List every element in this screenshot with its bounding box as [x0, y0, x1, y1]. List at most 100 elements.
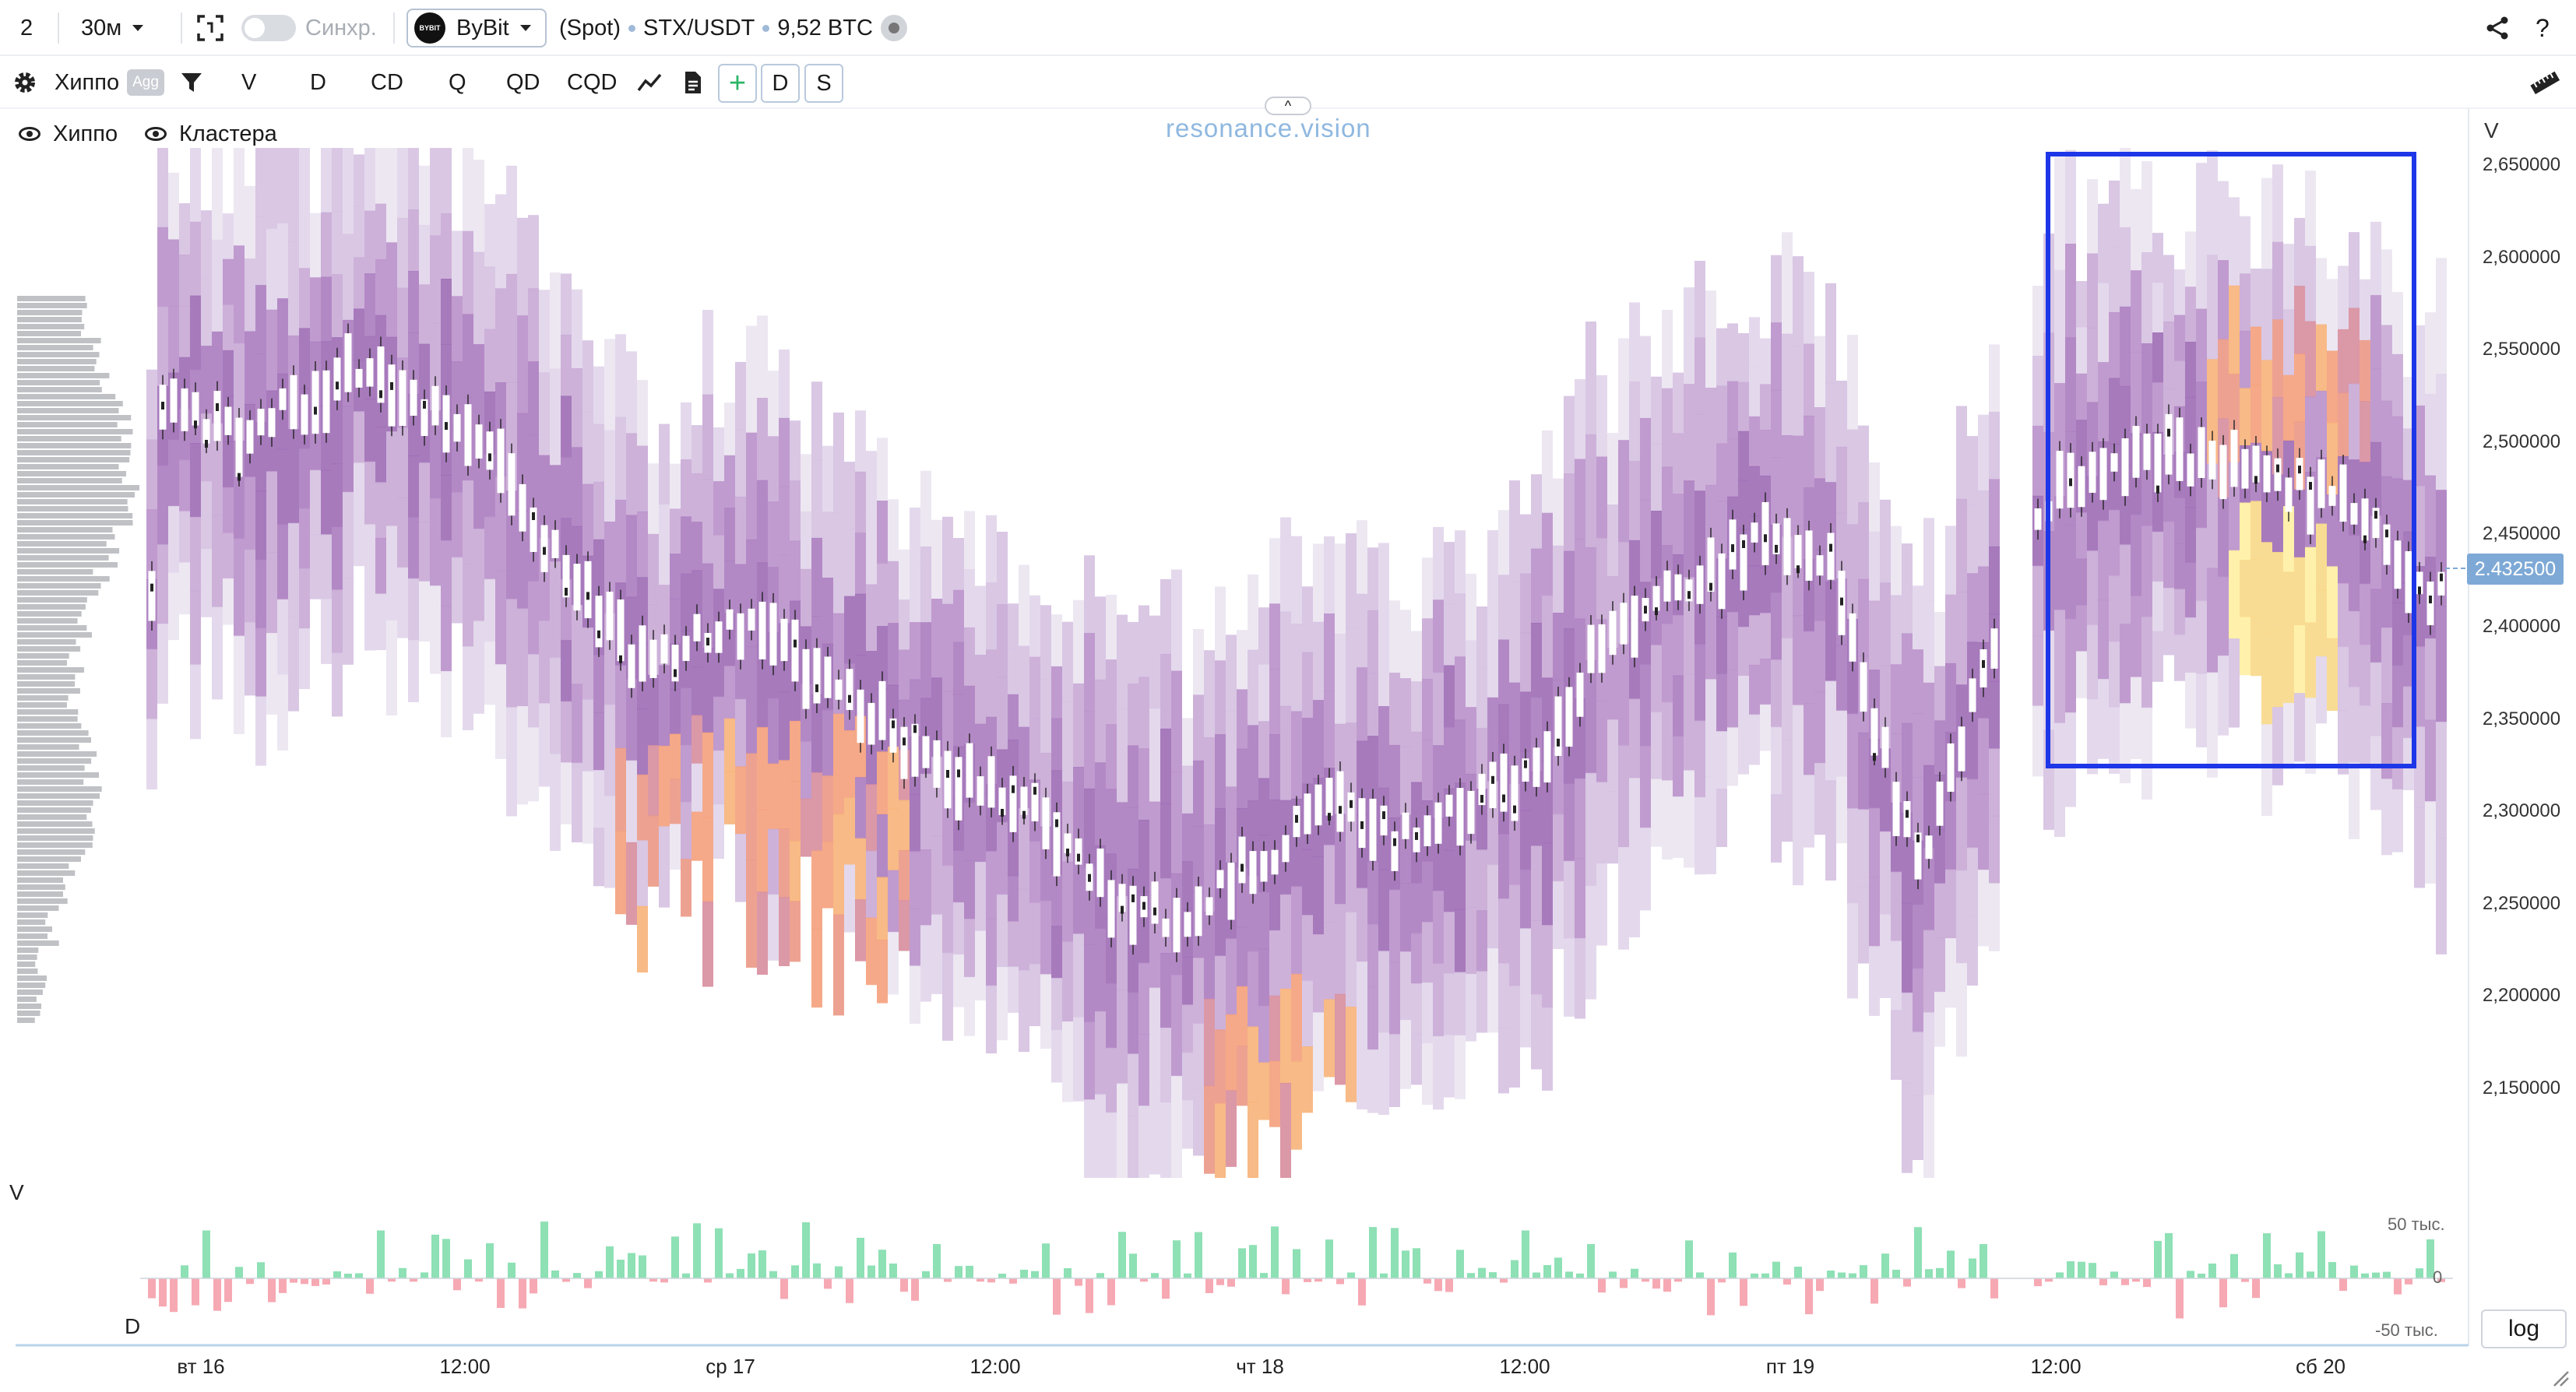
heatmap-cell — [1476, 971, 1487, 1033]
heatmap-cell — [484, 329, 495, 392]
heatmap-cell — [397, 357, 408, 429]
candle-body — [1892, 782, 1900, 837]
help-button[interactable]: ? — [2536, 0, 2550, 56]
heatmap-cell — [441, 279, 452, 345]
heatmap-cell — [888, 499, 899, 562]
ruler-button[interactable] — [2529, 56, 2560, 109]
heatmap-cell — [1149, 615, 1160, 710]
filter-button[interactable] — [181, 56, 202, 109]
volume-bar-sell — [704, 1278, 712, 1283]
heatmap-cell — [1182, 813, 1193, 863]
agg-badge[interactable]: Agg — [127, 69, 164, 96]
heatmap-cell — [1640, 663, 1651, 747]
add-indicator-button[interactable]: + — [718, 64, 757, 103]
candle-marker — [1142, 902, 1145, 910]
candle-body — [639, 625, 646, 682]
sync-switch[interactable] — [241, 15, 296, 41]
heatmap-cell — [419, 402, 430, 464]
candle-body — [235, 417, 243, 477]
sync-toggle[interactable]: Синхр. — [241, 0, 377, 56]
heatmap-cell — [2425, 312, 2436, 395]
candle-body — [1325, 778, 1333, 816]
volume-bar-sell — [2405, 1278, 2412, 1285]
heatmap-cell — [1934, 720, 1945, 776]
heatmap-cell — [157, 148, 168, 228]
heatmap-cell — [648, 674, 659, 747]
heatmap-cell — [1215, 660, 1226, 736]
volume-bar-buy — [2208, 1264, 2216, 1278]
candle-body — [1881, 726, 1889, 768]
eye-icon[interactable] — [19, 127, 40, 141]
line-chart-icon — [637, 73, 662, 92]
heatmap-cell — [779, 554, 790, 624]
heatmap-cell — [1258, 835, 1269, 893]
volume-bar-buy — [1271, 1226, 1279, 1278]
candle-body — [1958, 726, 1965, 772]
toolbar-button-cd[interactable]: CD — [371, 56, 403, 109]
heatmap-cell — [615, 582, 626, 666]
heatmap-cell — [1575, 698, 1585, 779]
exchange-select[interactable]: BYBIT ByBit — [406, 9, 547, 47]
price-tick-label: 2,300000 — [2483, 800, 2561, 822]
toolbar-button-cqd[interactable]: CQD — [567, 56, 617, 109]
heatmap-cell — [1019, 726, 1029, 809]
indicator-name[interactable]: Хиппо Agg — [55, 56, 164, 109]
heatmap-cell — [681, 402, 692, 461]
volume-bar-sell — [1663, 1278, 1671, 1292]
heatmap-cell — [550, 368, 561, 466]
d-mode-button[interactable]: D — [761, 64, 800, 103]
volume-profile-bar — [17, 422, 118, 427]
candle-body — [660, 634, 668, 664]
heatmap-cell — [1869, 739, 1880, 809]
heatmap-cell — [2065, 712, 2076, 807]
volume-profile-bar — [17, 863, 69, 869]
heatmap-cell — [2327, 422, 2338, 496]
heatmap-cell — [1771, 457, 1782, 526]
volume-bar-buy — [2078, 1261, 2085, 1278]
heatmap-cell — [931, 677, 942, 758]
pair-label[interactable]: STX/USDT — [642, 15, 755, 40]
heatmap-cell — [1400, 610, 1411, 680]
volume-bar-sell — [213, 1278, 221, 1311]
volume-bar-buy — [1467, 1273, 1475, 1278]
heatmap-cell — [2414, 486, 2425, 568]
eye-icon[interactable] — [145, 127, 167, 141]
legend-clusters[interactable]: Кластера — [145, 117, 277, 151]
heatmap-cell — [1738, 529, 1749, 579]
log-scale-button[interactable]: log — [2481, 1309, 2567, 1348]
volume-profile-bar — [17, 387, 102, 392]
heatmap-cell — [2087, 699, 2098, 775]
heatmap-cell — [528, 215, 539, 290]
heatmap-cell — [1008, 785, 1019, 831]
heatmap-cell — [255, 353, 266, 424]
heatmap-cell — [1357, 961, 1367, 1036]
timeframe-select[interactable]: 30м — [81, 0, 144, 56]
heatmap-cell — [844, 797, 855, 866]
collapse-toolbar-button[interactable]: ^ — [1265, 97, 1311, 115]
heatmap-cell — [2120, 227, 2131, 308]
heatmap-cell — [473, 344, 484, 438]
legend-hippo[interactable]: Хиппо — [19, 117, 118, 151]
layout-count[interactable]: 2 — [20, 0, 33, 56]
toolbar-button-qd[interactable]: QD — [506, 56, 540, 109]
heatmap-cell — [1564, 473, 1575, 552]
screenshot-button[interactable] — [196, 0, 224, 56]
toolbar-button-q[interactable]: Q — [449, 56, 466, 109]
selection-rectangle[interactable] — [2046, 152, 2416, 768]
resize-icon[interactable] — [2551, 1369, 2570, 1387]
candle-marker — [2069, 478, 2072, 487]
share-button[interactable] — [2486, 0, 2509, 56]
document-button[interactable] — [684, 56, 702, 109]
settings-button[interactable] — [12, 56, 37, 109]
candle-marker — [2254, 476, 2258, 484]
s-mode-button[interactable]: S — [804, 64, 843, 103]
candle-body — [693, 613, 701, 642]
heatmap-cell — [561, 762, 572, 824]
toolbar-button-d[interactable]: D — [310, 56, 326, 109]
line-chart-button[interactable] — [637, 56, 662, 109]
heatmap-cell — [659, 826, 670, 908]
toolbar-button-v[interactable]: V — [241, 56, 256, 109]
heatmap-cell — [397, 497, 408, 568]
heatmap-cell — [1607, 504, 1618, 578]
